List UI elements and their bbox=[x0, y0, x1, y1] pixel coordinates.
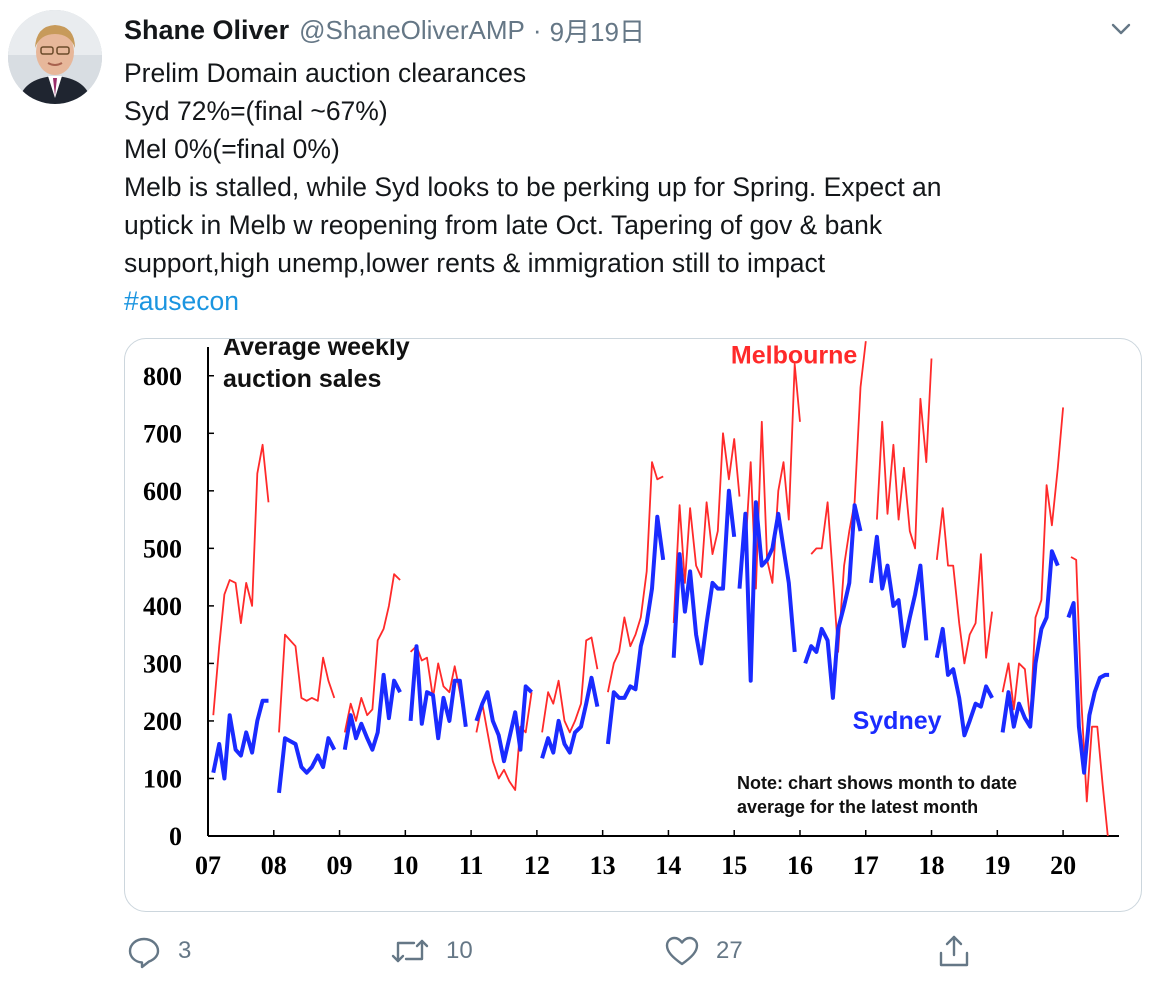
x-tick-label: 18 bbox=[919, 851, 945, 880]
series-sydney-line bbox=[1000, 549, 1060, 733]
x-tick-label: 17 bbox=[853, 851, 879, 880]
y-tick-label: 500 bbox=[143, 534, 182, 563]
avatar[interactable] bbox=[8, 10, 102, 104]
x-tick-label: 13 bbox=[590, 851, 616, 880]
x-tick-label: 11 bbox=[459, 851, 484, 880]
y-tick-label: 300 bbox=[143, 649, 182, 678]
tweet-date[interactable]: 9月19日 bbox=[549, 16, 645, 47]
retweet-count: 10 bbox=[446, 937, 473, 964]
like-button[interactable]: 27 bbox=[664, 926, 743, 976]
x-tick-label: 14 bbox=[655, 851, 681, 880]
tweet-line: Syd 72%=(final ~67%) bbox=[124, 96, 388, 126]
author-handle[interactable]: @ShaneOliverAMP bbox=[299, 14, 525, 45]
series-sydney-line bbox=[277, 736, 337, 794]
avatar-portrait bbox=[8, 10, 102, 104]
reply-icon bbox=[128, 937, 160, 969]
series-melbourne-line bbox=[1070, 556, 1109, 837]
retweet-button[interactable]: 10 bbox=[390, 926, 473, 976]
x-tick-label: 09 bbox=[327, 851, 353, 880]
series-melbourne-line bbox=[810, 341, 867, 653]
chart-note-line: Note: chart shows month to date bbox=[737, 773, 1017, 793]
chart-title-line: Average weekly bbox=[223, 339, 410, 361]
tweet-header: Shane Oliver @ShaneOliverAMP · 9月19日 bbox=[124, 12, 645, 48]
tweet-line: uptick in Melb w reopening from late Oct… bbox=[124, 210, 883, 240]
series-sydney-line bbox=[540, 675, 600, 759]
series-sydney-line bbox=[605, 514, 666, 745]
author-name[interactable]: Shane Oliver bbox=[124, 14, 290, 45]
hashtag-link[interactable]: #ausecon bbox=[124, 286, 239, 316]
series-melbourne-line bbox=[876, 358, 933, 550]
like-icon bbox=[665, 936, 699, 966]
chart-note-line: average for the latest month bbox=[737, 797, 978, 817]
x-tick-label: 07 bbox=[195, 851, 221, 880]
y-tick-label: 700 bbox=[143, 419, 182, 448]
series-melbourne-line bbox=[541, 636, 599, 734]
x-tick-label: 12 bbox=[524, 851, 550, 880]
x-tick-label: 19 bbox=[984, 851, 1010, 880]
y-tick-label: 400 bbox=[143, 592, 182, 621]
auction-sales-chart: 0 100 200 300 400 500 600 700 800 07 08 09 10 11 12 13 1… bbox=[143, 339, 1119, 880]
series-melbourne-line bbox=[1001, 407, 1064, 722]
y-tick-label: 800 bbox=[143, 362, 182, 391]
series-melbourne-line bbox=[409, 645, 467, 727]
tweet-line: Prelim Domain auction clearances bbox=[124, 58, 527, 88]
separator-dot: · bbox=[532, 14, 542, 45]
share-button[interactable] bbox=[936, 926, 972, 976]
series-melbourne-line bbox=[343, 573, 401, 733]
share-icon bbox=[939, 935, 969, 967]
series-sydney-line bbox=[671, 488, 737, 666]
series-melbourne-line bbox=[935, 507, 993, 665]
y-tick-label: 0 bbox=[169, 822, 182, 851]
media-card[interactable]: 0 100 200 300 400 500 600 700 800 07 08 09 10 11 12 13 1… bbox=[124, 338, 1142, 912]
tweet-text: Prelim Domain auction clearances Syd 72%… bbox=[124, 54, 1134, 320]
reply-count: 3 bbox=[178, 937, 192, 964]
series-sydney-line bbox=[803, 503, 863, 700]
like-count: 27 bbox=[716, 937, 743, 964]
chart-title-line: auction sales bbox=[223, 365, 381, 393]
series-melbourne-line bbox=[672, 432, 741, 624]
series-sydney-line bbox=[1066, 601, 1110, 775]
y-tick-label: 100 bbox=[143, 764, 182, 793]
series-sydney-line bbox=[211, 698, 269, 781]
series-melbourne-line bbox=[607, 461, 664, 693]
series-sydney-line bbox=[408, 644, 468, 741]
action-bar: 3 10 27 bbox=[0, 926, 1166, 976]
series-sydney-line bbox=[737, 500, 797, 683]
chevron-down-icon[interactable] bbox=[1106, 14, 1136, 44]
tweet-line: Mel 0%(=final 0%) bbox=[124, 134, 340, 164]
series-label-melbourne: Melbourne bbox=[731, 342, 857, 370]
x-tick-label: 20 bbox=[1050, 851, 1076, 880]
series-sydney-line bbox=[934, 626, 994, 738]
reply-button[interactable]: 3 bbox=[126, 926, 191, 976]
series-sydney-line bbox=[342, 672, 402, 752]
x-tick-label: 08 bbox=[261, 851, 287, 880]
y-tick-label: 200 bbox=[143, 707, 182, 736]
tweet-line: support,high unemp,lower rents & immigra… bbox=[124, 248, 826, 278]
x-tick-label: 16 bbox=[787, 851, 813, 880]
series-sydney-line bbox=[869, 534, 929, 649]
x-tick-label: 10 bbox=[392, 851, 418, 880]
tweet-line: Melb is stalled, while Syd looks to be p… bbox=[124, 172, 942, 202]
y-tick-label: 600 bbox=[143, 477, 182, 506]
series-label-sydney: Sydney bbox=[853, 707, 942, 735]
series-melbourne-line bbox=[278, 633, 336, 733]
series-sydney-line bbox=[474, 684, 534, 764]
retweet-icon bbox=[391, 939, 429, 963]
x-tick-label: 15 bbox=[721, 851, 747, 880]
series-melbourne-line bbox=[212, 443, 270, 716]
